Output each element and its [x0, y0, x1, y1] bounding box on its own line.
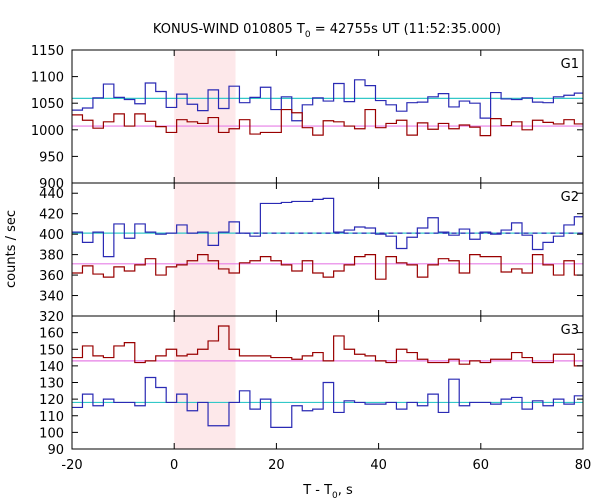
y-tick-label: 150	[39, 343, 64, 358]
y-tick-label: 1050	[31, 97, 64, 112]
chart-title-subscript: 0	[305, 30, 311, 40]
chart-title: KONUS-WIND 010805 T0 = 42755s UT (11:52:…	[153, 22, 501, 40]
x-axis-label-main: T - T	[302, 483, 332, 498]
y-tick-label: 340	[39, 290, 64, 305]
x-tick-label: 40	[370, 458, 387, 473]
plot-area: 9009501000105011001150G13203403603804004…	[31, 44, 592, 473]
x-axis-label-subscript: 0	[332, 491, 338, 500]
y-tick-label: 130	[39, 377, 64, 392]
y-tick-label: 360	[39, 269, 64, 284]
y-tick-label: 320	[39, 310, 64, 325]
x-tick-label: 80	[575, 458, 592, 473]
series-blue-step	[72, 197, 583, 258]
panel-label: G1	[561, 57, 579, 72]
y-tick-label: 1000	[31, 124, 64, 139]
panel-g2: 320 340 360 380 400 420 440 G2	[39, 182, 584, 325]
highlight-interval	[174, 50, 236, 449]
x-axis-label-tail: , s	[338, 483, 353, 498]
series-blue-step	[72, 79, 583, 122]
panel-frame	[71, 49, 584, 184]
y-tick-label: 1150	[31, 44, 64, 59]
y-tick-label: 110	[39, 410, 64, 425]
series-blue-step	[72, 376, 583, 428]
chart-title-main: KONUS-WIND 010805 T	[153, 22, 305, 37]
x-tick-label: 20	[268, 458, 285, 473]
y-tick-label: 380	[39, 249, 64, 264]
x-tick-label: -20	[61, 458, 82, 473]
panel-g1: 900 950 1000 1050 1100 1150 G1	[31, 44, 584, 192]
y-tick-label: 950	[39, 150, 64, 165]
panel-label: G2	[561, 190, 579, 205]
y-tick-label: 90	[47, 443, 64, 458]
series-red-step	[72, 325, 583, 367]
y-tick-label: 100	[39, 426, 64, 441]
y-tick-label: 900	[39, 177, 64, 192]
series-red-step	[72, 108, 583, 137]
y-tick-label: 400	[39, 228, 64, 243]
x-tick-label: 60	[473, 458, 490, 473]
x-axis-label: T - T0, s	[302, 483, 353, 500]
y-axis-label: counts / sec	[4, 210, 19, 288]
y-tick-label: 140	[39, 360, 64, 375]
series-red-step	[72, 254, 583, 280]
x-tick-label: 0	[170, 458, 178, 473]
y-tick-label: 440	[39, 187, 64, 202]
y-tick-label: 1100	[31, 71, 64, 86]
panel-label: G3	[561, 323, 579, 338]
y-tick-label: 160	[39, 327, 64, 342]
y-tick-label: 420	[39, 208, 64, 223]
y-tick-label: 120	[39, 393, 64, 408]
chart-title-tail: = 42755s UT (11:52:35.000)	[311, 22, 501, 37]
panel-frame	[71, 182, 584, 317]
